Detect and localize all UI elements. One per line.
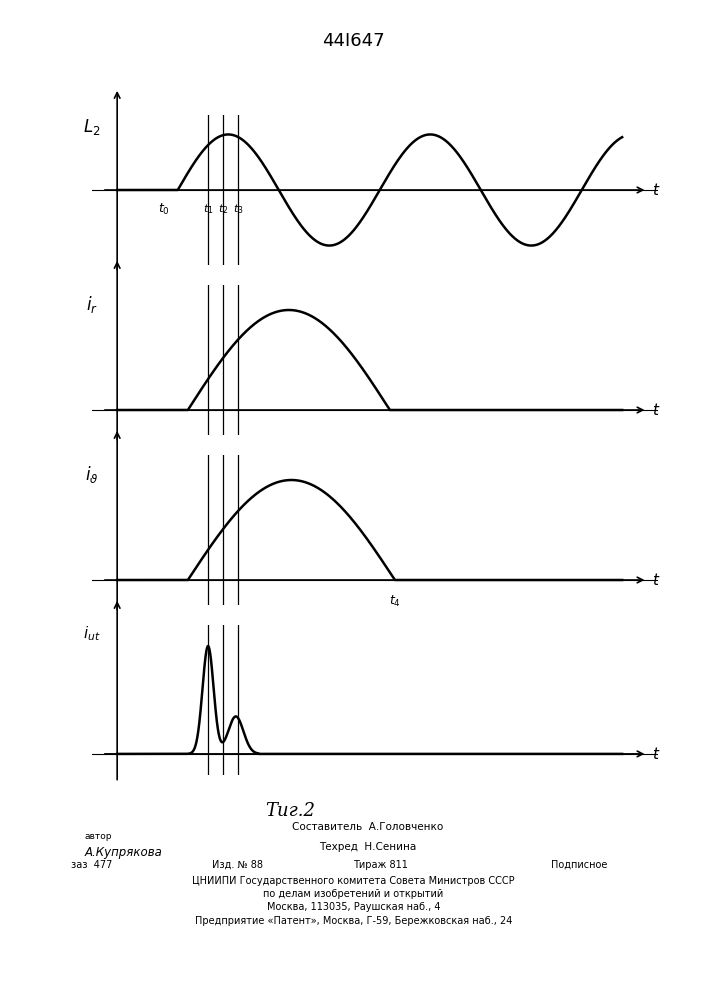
Text: $i_{ut}$: $i_{ut}$ xyxy=(83,624,100,643)
Text: 44I647: 44I647 xyxy=(322,32,385,50)
Text: $t$: $t$ xyxy=(653,746,661,762)
Text: А.Купрякова: А.Купрякова xyxy=(85,846,163,859)
Text: по делам изобретений и открытий: по делам изобретений и открытий xyxy=(264,889,443,899)
Text: Техред  Н.Сенина: Техред Н.Сенина xyxy=(319,842,416,852)
Text: $t_0$: $t_0$ xyxy=(158,202,170,217)
Text: $L_2$: $L_2$ xyxy=(83,117,100,137)
Text: заз  477: заз 477 xyxy=(71,860,112,870)
Text: Подписное: Подписное xyxy=(551,860,608,870)
Text: $t$: $t$ xyxy=(653,182,661,198)
Text: Тираж 811: Тираж 811 xyxy=(354,860,409,870)
Text: $t_2$: $t_2$ xyxy=(218,202,228,216)
Text: ЦНИИПИ Государственного комитета Совета Министров СССР: ЦНИИПИ Государственного комитета Совета … xyxy=(192,876,515,886)
Text: $t_3$: $t_3$ xyxy=(233,202,244,216)
Text: Предприятие «Патент», Москва, Г-59, Бережковская наб., 24: Предприятие «Патент», Москва, Г-59, Бере… xyxy=(195,916,512,926)
Text: автор: автор xyxy=(85,832,112,841)
Text: $i_\vartheta$: $i_\vartheta$ xyxy=(85,464,99,485)
Text: $t$: $t$ xyxy=(653,572,661,588)
Text: $t_4$: $t_4$ xyxy=(389,594,401,609)
Text: Τиг.2: Τиг.2 xyxy=(265,802,315,820)
Text: $t$: $t$ xyxy=(653,402,661,418)
Text: Изд. № 88: Изд. № 88 xyxy=(212,860,263,870)
Text: $t_1$: $t_1$ xyxy=(203,202,214,216)
Text: Москва, 113035, Раушская наб., 4: Москва, 113035, Раушская наб., 4 xyxy=(267,902,440,912)
Text: Составитель  А.Головченко: Составитель А.Головченко xyxy=(292,822,443,832)
Text: $i_r$: $i_r$ xyxy=(86,294,98,315)
